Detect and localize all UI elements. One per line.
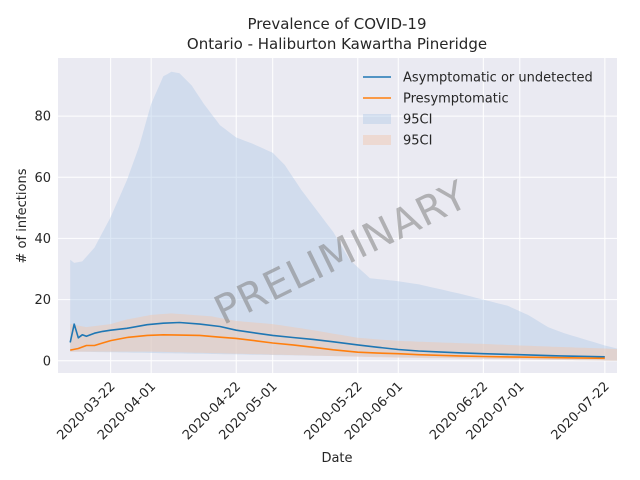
series-line-2 [70, 333, 605, 360]
y-tick-label: 80 [34, 110, 51, 125]
legend-swatch-band [363, 114, 391, 124]
legend-label: Asymptomatic or undetected [403, 71, 593, 86]
x-axis-label: Date [321, 451, 352, 466]
legend: Asymptomatic or undetected Presymptomatic… [363, 71, 593, 149]
legend-label: Presymptomatic [403, 92, 509, 107]
legend-label: 95CI [403, 134, 432, 149]
y-tick-label: 60 [34, 171, 51, 186]
series-line-1 [69, 321, 605, 358]
series-lines [69, 321, 605, 360]
grid [58, 58, 617, 373]
ci-band-1 [70, 71, 617, 361]
chart-title: Prevalence of COVID-19 [247, 15, 426, 33]
y-tick-label: 40 [34, 232, 51, 247]
legend-swatch-band [363, 135, 391, 145]
y-tick-label: 0 [43, 354, 51, 369]
y-axis-label: # of infections [15, 168, 30, 263]
y-tick-label: 20 [34, 293, 51, 308]
chart-subtitle: Ontario - Haliburton Kawartha Pineridge [187, 35, 487, 53]
legend-label: 95CI [403, 113, 432, 128]
